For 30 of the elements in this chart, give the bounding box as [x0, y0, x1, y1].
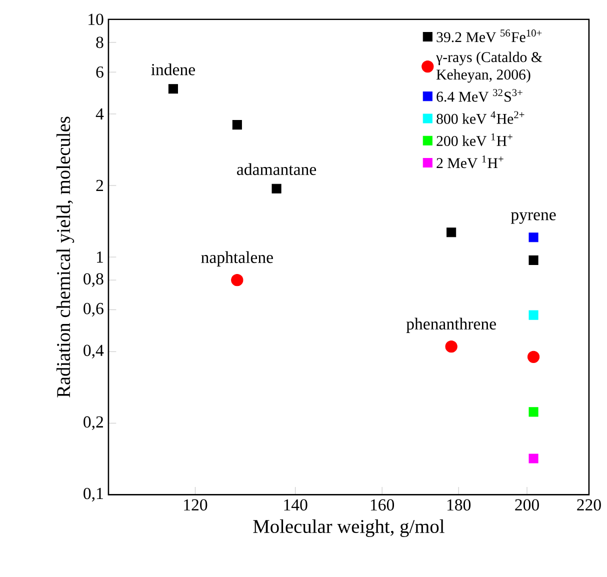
x-tick-label: 200 [515, 499, 539, 510]
x-tick-label: 220 [577, 499, 601, 510]
legend-label: 200 keV $^{1}$H$^{+}$ [436, 133, 512, 146]
x-tick-label: 140 [284, 499, 308, 510]
annotation: phenanthrene [406, 318, 496, 333]
legend-label: 39.2 MeV $^{56}$Fe$^{10+}$ [436, 29, 542, 42]
x-axis-title: Molecular weight, g/mol [253, 519, 444, 537]
y-tick-label: 0,6 [84, 302, 104, 316]
y-tick-label: 1 [97, 251, 103, 262]
y-tick-label: 0,4 [84, 344, 104, 358]
x-tick-label: 160 [370, 499, 394, 510]
y-tick-label: 6 [96, 66, 104, 78]
legend-label: 800 keV $^{4}$He$^{2+}$ [436, 111, 524, 124]
y-tick-label: 0,8 [84, 273, 104, 287]
y-tick-label: 0,2 [84, 416, 103, 430]
y-tick-label: 4 [96, 108, 104, 120]
y-tick-label: 10 [88, 14, 104, 25]
legend-label: 6.4 MeV $^{32}$S$^{3+}$ [436, 88, 522, 102]
annotation: naphtalene [201, 251, 273, 266]
annotation: indene [151, 63, 195, 76]
annotation: adamantane [237, 163, 316, 175]
annotation: pyrene [510, 212, 556, 224]
x-tick-label: 120 [184, 499, 208, 510]
x-tick-label: 180 [447, 499, 471, 510]
y-tick-label: 2 [96, 180, 103, 191]
y-tick-label: 8 [96, 36, 104, 48]
legend-label: 2 MeV $^{1}$H$^{+}$ [436, 155, 504, 168]
y-axis-title: Radiation chemical yield, molecules [56, 116, 74, 398]
legend-label: γ-rays (Cataldo & Keheyan, 2006) [436, 52, 542, 82]
y-tick-label: 0,1 [84, 488, 103, 502]
